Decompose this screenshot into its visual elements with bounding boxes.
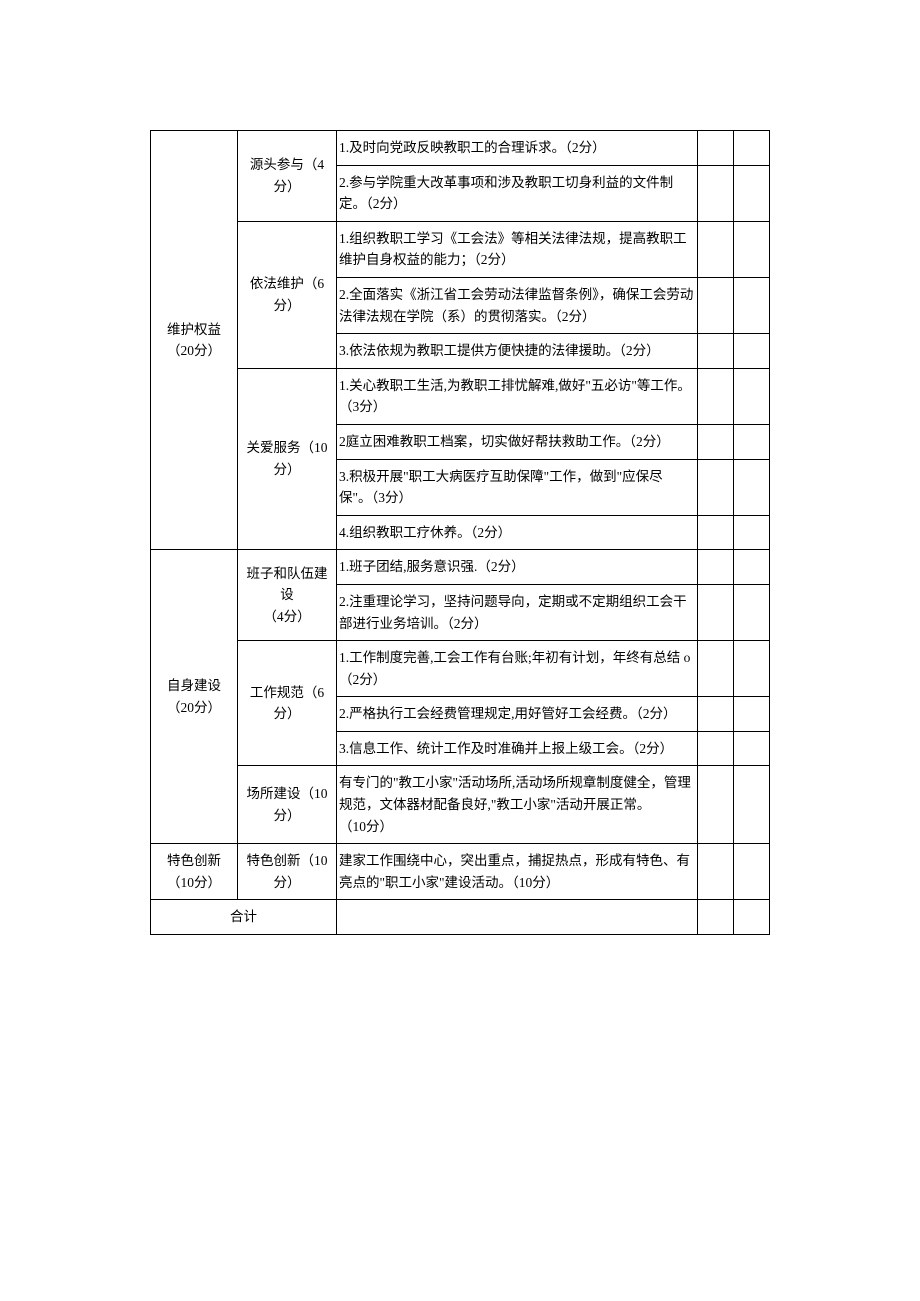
subcategory-cell: 依法维护（6分） xyxy=(238,221,337,368)
detail-cell: 2.严格执行工会经费管理规定,用好管好工会经费。（2分） xyxy=(337,697,698,732)
score-cell-2 xyxy=(734,165,770,221)
category-cell: 维护权益（20分） xyxy=(151,131,238,550)
total-score-cell-1 xyxy=(698,900,734,935)
score-cell-2 xyxy=(734,584,770,640)
table-row: 关爱服务（10分）1.关心教职工生活,为教职工排忧解难,做好"五必访"等工作。（… xyxy=(151,368,770,424)
subcategory-cell: 班子和队伍建设（4分） xyxy=(238,550,337,641)
detail-cell: 3.信息工作、统计工作及时准确并上报上级工会。（2分） xyxy=(337,731,698,766)
score-cell-1 xyxy=(698,584,734,640)
score-cell-1 xyxy=(698,334,734,369)
detail-cell: 2庭立困难教职工档案，切实做好帮扶救助工作。（2分） xyxy=(337,424,698,459)
detail-cell: 2.注重理论学习，坚持问题导向，定期或不定期组织工会干部进行业务培训。（2分） xyxy=(337,584,698,640)
evaluation-table: 维护权益（20分）源头参与（4分）1.及时向党政反映教职工的合理诉求。（2分）2… xyxy=(150,130,770,935)
score-cell-1 xyxy=(698,424,734,459)
score-cell-2 xyxy=(734,515,770,550)
detail-cell: 1.工作制度完善,工会工作有台账;年初有计划，年终有总结 o（2分） xyxy=(337,641,698,697)
score-cell-2 xyxy=(734,368,770,424)
score-cell-1 xyxy=(698,731,734,766)
detail-cell: 2.参与学院重大改革事项和涉及教职工切身利益的文件制定。（2分） xyxy=(337,165,698,221)
subcategory-cell: 工作规范（6分） xyxy=(238,641,337,766)
score-cell-1 xyxy=(698,515,734,550)
table-row: 场所建设（10分）有专门的"教工小家"活动场所,活动场所规章制度健全，管理规范，… xyxy=(151,766,770,844)
score-cell-1 xyxy=(698,459,734,515)
score-cell-2 xyxy=(734,277,770,333)
score-cell-1 xyxy=(698,277,734,333)
score-cell-1 xyxy=(698,697,734,732)
score-cell-1 xyxy=(698,165,734,221)
score-cell-2 xyxy=(734,766,770,844)
score-cell-1 xyxy=(698,844,734,900)
detail-cell: 3.依法依规为教职工提供方便快捷的法律援助。（2分） xyxy=(337,334,698,369)
score-cell-2 xyxy=(734,550,770,585)
score-cell-2 xyxy=(734,131,770,166)
score-cell-1 xyxy=(698,766,734,844)
subcategory-cell: 源头参与（4分） xyxy=(238,131,337,222)
table-row: 自身建设（20分）班子和队伍建设（4分）1.班子团结,服务意识强.（2分） xyxy=(151,550,770,585)
table-row: 特色创新（10分）特色创新（10分）建家工作围绕中心，突出重点，捕捉热点，形成有… xyxy=(151,844,770,900)
score-cell-2 xyxy=(734,334,770,369)
category-cell: 自身建设（20分） xyxy=(151,550,238,844)
score-cell-2 xyxy=(734,844,770,900)
table-row: 维护权益（20分）源头参与（4分）1.及时向党政反映教职工的合理诉求。（2分） xyxy=(151,131,770,166)
detail-cell: 建家工作围绕中心，突出重点，捕捉热点，形成有特色、有亮点的"职工小家"建设活动。… xyxy=(337,844,698,900)
score-cell-2 xyxy=(734,641,770,697)
detail-cell: 有专门的"教工小家"活动场所,活动场所规章制度健全，管理规范，文体器材配备良好,… xyxy=(337,766,698,844)
table-row: 依法维护（6分）1.组织教职工学习《工会法》等相关法律法规，提高教职工维护自身权… xyxy=(151,221,770,277)
detail-cell: 1.关心教职工生活,为教职工排忧解难,做好"五必访"等工作。（3分） xyxy=(337,368,698,424)
detail-cell: 1.组织教职工学习《工会法》等相关法律法规，提高教职工维护自身权益的能力；（2分… xyxy=(337,221,698,277)
total-detail-cell xyxy=(337,900,698,935)
detail-cell: 1.班子团结,服务意识强.（2分） xyxy=(337,550,698,585)
total-row: 合计 xyxy=(151,900,770,935)
score-cell-2 xyxy=(734,697,770,732)
score-cell-2 xyxy=(734,221,770,277)
score-cell-1 xyxy=(698,368,734,424)
score-cell-2 xyxy=(734,424,770,459)
table-row: 工作规范（6分）1.工作制度完善,工会工作有台账;年初有计划，年终有总结 o（2… xyxy=(151,641,770,697)
total-label-cell: 合计 xyxy=(151,900,337,935)
detail-cell: 3.积极开展"职工大病医疗互助保障"工作，做到"应保尽保"。（3分） xyxy=(337,459,698,515)
detail-cell: 2.全面落实《浙江省工会劳动法律监督条例》，确保工会劳动法律法规在学院（系）的贯… xyxy=(337,277,698,333)
total-score-cell-2 xyxy=(734,900,770,935)
subcategory-cell: 场所建设（10分） xyxy=(238,766,337,844)
subcategory-cell: 特色创新（10分） xyxy=(238,844,337,900)
score-cell-1 xyxy=(698,550,734,585)
detail-cell: 1.及时向党政反映教职工的合理诉求。（2分） xyxy=(337,131,698,166)
score-cell-1 xyxy=(698,221,734,277)
subcategory-cell: 关爱服务（10分） xyxy=(238,368,337,550)
score-cell-2 xyxy=(734,459,770,515)
score-cell-1 xyxy=(698,641,734,697)
detail-cell: 4.组织教职工疗休养。（2分） xyxy=(337,515,698,550)
score-cell-2 xyxy=(734,731,770,766)
category-cell: 特色创新（10分） xyxy=(151,844,238,900)
score-cell-1 xyxy=(698,131,734,166)
